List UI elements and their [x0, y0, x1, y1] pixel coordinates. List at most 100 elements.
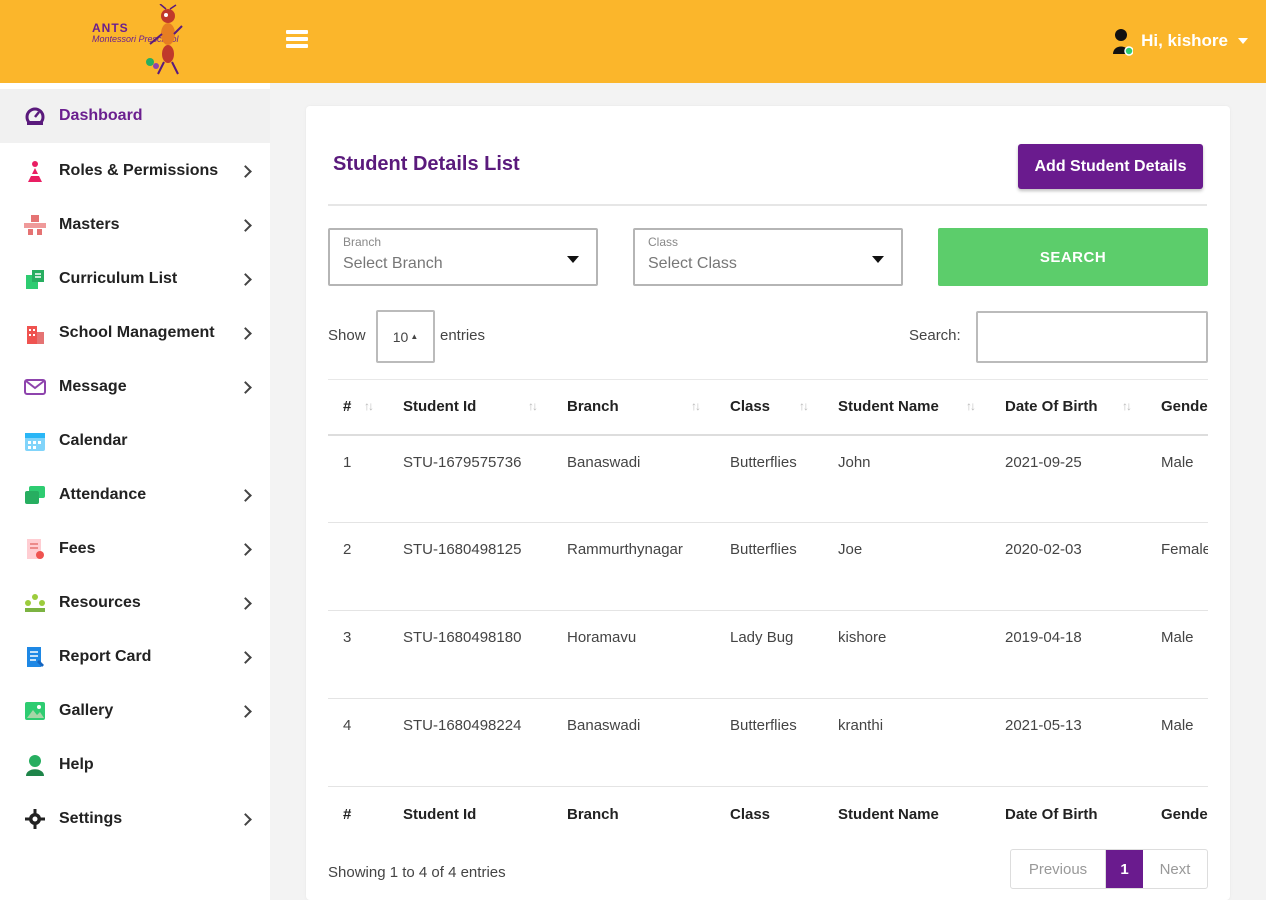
search-button[interactable]: SEARCH	[938, 228, 1208, 286]
cell-branch: Horamavu	[552, 610, 715, 699]
add-student-button[interactable]: Add Student Details	[1018, 144, 1203, 189]
cell-student-name: kranthi	[823, 698, 990, 787]
sort-icon: ↑↓	[799, 399, 809, 413]
logo-text: ANTS Montessori Preschool	[92, 22, 179, 44]
cell-branch: Banaswadi	[552, 698, 715, 787]
table-row: 4 STU-1680498224 Banaswadi Butterflies k…	[328, 698, 1208, 787]
column-header-branch[interactable]: Branch ↑↓	[552, 379, 715, 436]
footer-branch: Branch	[567, 805, 619, 823]
ant-mascot-icon	[146, 4, 183, 75]
table-info: Showing 1 to 4 of 4 entries	[328, 864, 506, 881]
cell-student-id: STU-1679575736	[388, 434, 552, 523]
sidebar-item-help[interactable]: Help	[0, 738, 270, 792]
sidebar-item-school-management[interactable]: School Management	[0, 306, 270, 360]
next-page-button[interactable]: Next	[1159, 860, 1191, 878]
sidebar-item-gallery[interactable]: Gallery	[0, 684, 270, 738]
branch-select[interactable]: Branch Select Branch	[328, 228, 598, 286]
column-header-date-of-birth[interactable]: Date Of Birth ↑↓	[990, 379, 1146, 436]
sidebar-item-label: Masters	[59, 216, 120, 233]
envelope-icon	[24, 376, 46, 398]
sidebar-item-settings[interactable]: Settings	[0, 792, 270, 846]
sidebar-item-calendar[interactable]: Calendar	[0, 414, 270, 468]
cell-student-name: kishore	[823, 610, 990, 699]
cell-branch: Rammurthynagar	[552, 522, 715, 611]
user-greeting: Hi, kishore	[1141, 31, 1228, 50]
footer-date-of-birth: Date Of Birth	[1005, 805, 1098, 823]
class-label: Class	[648, 235, 679, 249]
search-label: Search:	[909, 327, 961, 344]
updown-icon: ▲	[410, 332, 419, 341]
sidebar-item-label: Report Card	[59, 648, 152, 665]
sidebar-item-label: Help	[59, 756, 94, 773]
previous-page-button[interactable]: Previous	[1011, 850, 1106, 888]
chevron-right-icon	[239, 272, 252, 286]
chevron-right-icon	[239, 812, 252, 826]
sidebar-item-label: Roles & Permissions	[59, 162, 219, 179]
sidebar-item-label: Dashboard	[59, 107, 143, 124]
sidebar-item-curriculum-list[interactable]: Curriculum List	[0, 252, 270, 306]
chevron-right-icon	[239, 218, 252, 232]
cell-student-id: STU-1680498125	[388, 522, 552, 611]
cell-date-of-birth: 2021-09-25	[990, 434, 1146, 523]
column-header-class[interactable]: Class ↑↓	[715, 379, 823, 436]
column-header-student-id[interactable]: Student Id ↑↓	[388, 379, 552, 436]
sidebar-item-fees[interactable]: Fees	[0, 522, 270, 576]
chevron-right-icon	[239, 542, 252, 556]
column-header-student-name[interactable]: Student Name ↑↓	[823, 379, 990, 436]
footer-index: #	[343, 805, 352, 823]
class-select[interactable]: Class Select Class	[633, 228, 903, 286]
cell-class: Lady Bug	[715, 610, 823, 699]
cell-index: 3	[328, 610, 388, 699]
cell-index: 1	[328, 434, 388, 523]
sidebar-item-masters[interactable]: Masters	[0, 198, 270, 252]
sidebar-item-label: Attendance	[59, 486, 147, 503]
cell-class: Butterflies	[715, 698, 823, 787]
sidebar-item-report-card[interactable]: Report Card	[0, 630, 270, 684]
table-row: 3 STU-1680498180 Horamavu Lady Bug kisho…	[328, 610, 1208, 699]
column-header-gender[interactable]: Gender	[1146, 379, 1208, 436]
table-header-row: # ↑↓ Student Id ↑↓ Branch ↑↓ Class ↑↓ Studen…	[328, 379, 1208, 436]
caret-down-icon	[872, 256, 884, 263]
cell-student-name: John	[823, 434, 990, 523]
sidebar-item-message[interactable]: Message	[0, 360, 270, 414]
sidebar-item-resources[interactable]: Resources	[0, 576, 270, 630]
page-length-select[interactable]: 10 ▲	[376, 310, 435, 363]
chevron-right-icon	[239, 650, 252, 664]
sidebar-item-label: Message	[59, 378, 127, 395]
cell-gender: Male	[1146, 610, 1208, 699]
sidebar-item-label: School Management	[59, 324, 215, 341]
cell-gender: Male	[1146, 698, 1208, 787]
column-header-index[interactable]: # ↑↓	[328, 379, 388, 436]
school-icon	[24, 322, 46, 344]
branch-label: Branch	[343, 235, 382, 249]
sidebar-item-attendance[interactable]: Attendance	[0, 468, 270, 522]
cell-student-name: Joe	[823, 522, 990, 611]
class-value: Select Class	[648, 255, 737, 272]
branch-value: Select Branch	[343, 255, 443, 272]
sidebar-item-roles-permissions[interactable]: Roles & Permissions	[0, 144, 270, 198]
search-input[interactable]	[976, 311, 1208, 363]
page-1-button[interactable]: 1	[1106, 850, 1143, 888]
dashboard-icon	[24, 105, 46, 127]
user-menu[interactable]: Hi, kishore	[1111, 26, 1248, 56]
chevron-right-icon	[239, 488, 252, 502]
footer-student-name: Student Name	[838, 805, 939, 823]
sidebar-item-dashboard[interactable]: Dashboard	[0, 89, 270, 143]
menu-toggle-icon[interactable]	[286, 30, 308, 50]
sort-icon: ↑↓	[966, 399, 976, 413]
cell-index: 4	[328, 698, 388, 787]
pagination: Previous 1 Next	[1010, 849, 1208, 889]
entries-label: entries	[440, 327, 486, 344]
table-row: 2 STU-1680498125 Rammurthynagar Butterfl…	[328, 522, 1208, 611]
top-bar: ANTS Montessori Preschool Hi, kishore	[0, 0, 1266, 83]
cell-class: Butterflies	[715, 522, 823, 611]
student-table-wrapper: # ↑↓ Student Id ↑↓ Branch ↑↓ Class ↑↓ Studen…	[328, 379, 1208, 843]
chevron-right-icon	[239, 596, 252, 610]
brand-name: ANTS	[92, 21, 129, 35]
cell-branch: Banaswadi	[552, 434, 715, 523]
brand-logo[interactable]: ANTS Montessori Preschool	[88, 4, 186, 80]
calendar-icon	[24, 430, 46, 452]
sort-icon: ↑↓	[691, 399, 701, 413]
brand-subtitle: Montessori Preschool	[92, 34, 179, 44]
cell-student-id: STU-1680498224	[388, 698, 552, 787]
